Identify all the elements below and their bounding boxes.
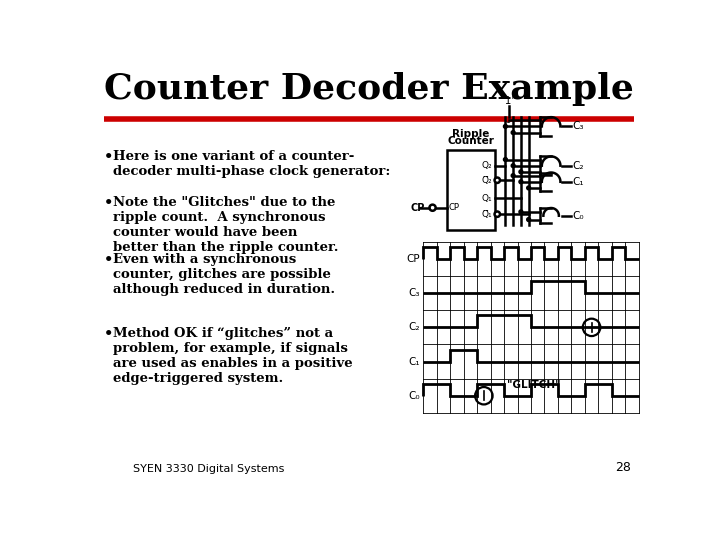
Text: •: • — [104, 253, 113, 267]
Text: Method OK if “glitches” not a
problem, for example, if signals
are used as enabl: Method OK if “glitches” not a problem, f… — [113, 327, 353, 384]
Text: Ripple: Ripple — [452, 129, 489, 139]
Text: •: • — [104, 195, 113, 210]
Text: SYEN 3330 Digital Systems: SYEN 3330 Digital Systems — [132, 464, 284, 475]
Circle shape — [519, 210, 523, 214]
Text: Q̅₂: Q̅₂ — [482, 176, 492, 185]
Circle shape — [495, 212, 500, 217]
Circle shape — [519, 170, 523, 174]
Text: C₀: C₀ — [408, 391, 420, 401]
Text: Q₁: Q₁ — [482, 193, 492, 202]
Text: "GLITCH": "GLITCH" — [507, 380, 560, 390]
Text: Even with a synchronous
counter, glitches are possible
although reduced in durat: Even with a synchronous counter, glitche… — [113, 253, 336, 296]
Circle shape — [503, 158, 508, 161]
Text: C₂: C₂ — [409, 322, 420, 332]
Text: CP: CP — [449, 203, 460, 212]
Text: •: • — [104, 150, 113, 164]
Text: C₃: C₃ — [409, 288, 420, 298]
Text: Q̅₁: Q̅₁ — [482, 210, 492, 219]
Bar — [446, 150, 495, 231]
Text: Counter: Counter — [447, 136, 494, 146]
Text: C₁: C₁ — [573, 177, 585, 187]
Circle shape — [429, 205, 436, 211]
Circle shape — [519, 180, 523, 184]
Circle shape — [527, 218, 531, 221]
Text: "1": "1" — [500, 96, 516, 106]
Circle shape — [511, 131, 515, 134]
Text: Note the "Glitches" due to the
ripple count.  A synchronous
counter would have b: Note the "Glitches" due to the ripple co… — [113, 195, 338, 254]
Circle shape — [507, 118, 510, 122]
Circle shape — [511, 174, 515, 178]
Text: C₁: C₁ — [408, 356, 420, 367]
Text: CP: CP — [407, 254, 420, 264]
Circle shape — [503, 125, 508, 129]
Text: Q₂: Q₂ — [482, 161, 492, 170]
Text: C₃: C₃ — [573, 122, 585, 131]
Text: 28: 28 — [615, 462, 631, 475]
Circle shape — [495, 178, 500, 183]
Text: •: • — [104, 327, 113, 341]
Text: CP: CP — [410, 202, 425, 213]
Circle shape — [511, 164, 515, 167]
Text: Here is one variant of a counter-
decoder multi-phase clock generator:: Here is one variant of a counter- decode… — [113, 150, 391, 178]
Text: C₂: C₂ — [573, 161, 585, 171]
Circle shape — [527, 186, 531, 190]
Text: Counter Decoder Example: Counter Decoder Example — [104, 72, 634, 106]
Text: C₀: C₀ — [573, 211, 585, 221]
